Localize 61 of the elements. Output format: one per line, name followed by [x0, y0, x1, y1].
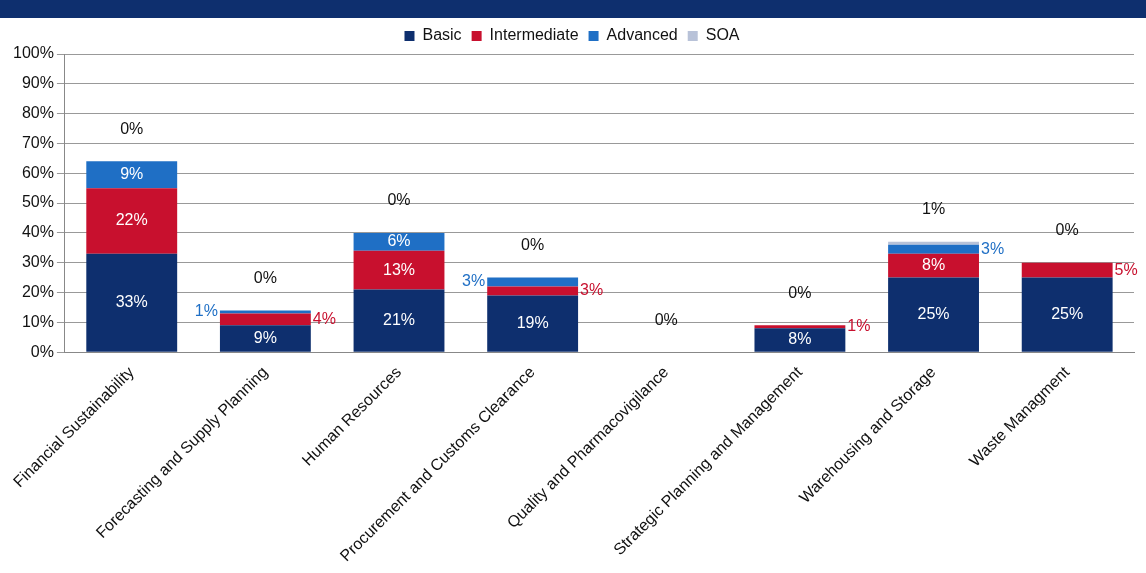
data-label: 9%: [253, 328, 277, 346]
y-tick-label: 80%: [21, 104, 54, 122]
y-tick-label: 70%: [21, 133, 54, 151]
legend-label: Intermediate: [489, 26, 579, 44]
legend-label: Basic: [422, 26, 462, 44]
bar: [86, 253, 178, 352]
bar: [754, 328, 846, 352]
data-label: 21%: [382, 311, 416, 328]
bar: [487, 295, 579, 352]
bar: [86, 161, 178, 189]
data-label: 0%: [654, 310, 678, 328]
data-label: 33%: [115, 293, 148, 311]
data-label: 0%: [253, 268, 277, 286]
data-label: 3%: [980, 239, 1005, 257]
data-label: 25%: [1051, 305, 1084, 323]
data-label: 8%: [788, 330, 812, 348]
bar: [219, 310, 311, 314]
bar: [219, 325, 311, 352]
y-tick-label: 60%: [21, 163, 54, 181]
data-label: 1%: [847, 317, 871, 335]
bar: [86, 188, 178, 254]
data-label: 5%: [1114, 260, 1138, 278]
y-tick-label: 40%: [21, 223, 54, 241]
data-label: 9%: [120, 165, 144, 183]
bar: [888, 244, 979, 254]
data-label: 0%: [1055, 221, 1079, 239]
legend-label: Advanced: [606, 26, 678, 44]
y-tick-label: 100%: [13, 44, 54, 62]
bar: [353, 289, 445, 352]
bar: [888, 241, 979, 245]
y-tick-label: 30%: [21, 253, 54, 271]
data-label: 0%: [788, 283, 812, 301]
bar: [888, 277, 979, 352]
y-tick-label: 90%: [21, 74, 54, 92]
bar: [487, 277, 579, 287]
y-tick-label: 0%: [30, 342, 54, 360]
bar: [353, 250, 445, 290]
data-label: 6%: [387, 232, 411, 250]
y-tick-label: 20%: [21, 282, 54, 300]
data-label: 1%: [921, 200, 946, 218]
data-label: 3%: [462, 272, 486, 290]
data-label: 0%: [521, 236, 545, 254]
data-label: 1%: [194, 302, 218, 320]
bar: [754, 325, 846, 329]
data-label: 8%: [921, 256, 946, 274]
bar: [1021, 262, 1113, 278]
data-label: 0%: [120, 119, 144, 137]
bar: [888, 253, 979, 278]
y-tick-label: 10%: [21, 312, 54, 330]
data-label: 22%: [115, 211, 148, 229]
data-label: 25%: [917, 305, 950, 323]
data-label: 13%: [382, 260, 416, 278]
bar: [219, 313, 311, 326]
data-label: 0%: [387, 191, 411, 209]
y-tick-label: 50%: [21, 193, 54, 211]
bar: [487, 286, 579, 296]
bar: [1021, 277, 1113, 352]
data-label: 19%: [516, 313, 549, 331]
data-label: 4%: [312, 309, 336, 327]
data-label: 3%: [580, 281, 604, 299]
legend-label: SOA: [705, 26, 740, 44]
